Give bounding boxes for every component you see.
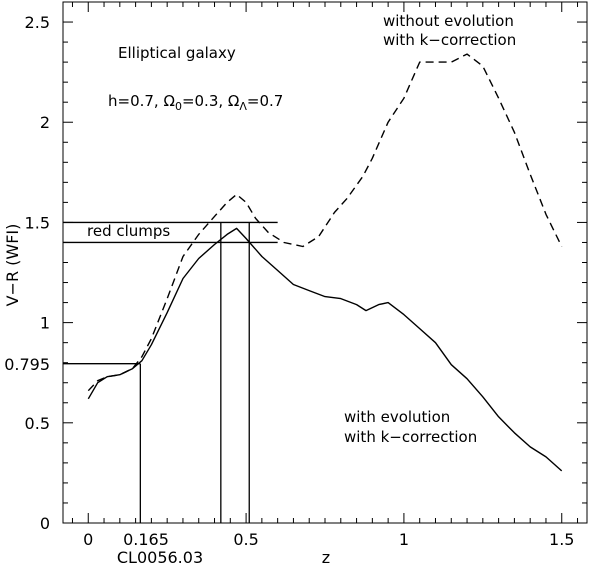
annotation-cosmology: h=0.7, Ω0=0.3, ΩΛ=0.7 xyxy=(108,92,283,113)
reference-lines xyxy=(63,221,278,523)
y-axis-title: V−R (WFI) xyxy=(3,224,22,307)
series-line-without-evolution xyxy=(87,53,563,392)
annotation-no-evo-line1: without evolution xyxy=(383,12,514,30)
y-tick-label: 0.5 xyxy=(25,414,50,433)
x-axis-title: z xyxy=(322,548,330,566)
x-tick-label-cluster: CL0056.03 xyxy=(117,548,203,566)
x-tick-label: 0.5 xyxy=(233,530,258,549)
annotation-red-clumps: red clumps xyxy=(87,222,170,240)
y-tick-label-0795: 0.795 xyxy=(4,355,50,374)
y-tick-label: 0 xyxy=(40,514,50,533)
axis-ticks: 0 0.5 1 1.5 0 0.5 1 1.5 2 2.5 xyxy=(25,2,587,549)
annotation-elliptical: Elliptical galaxy xyxy=(118,44,236,62)
plot-frame xyxy=(62,1,588,524)
y-tick-label: 1 xyxy=(40,314,50,333)
x-tick-label: 0 xyxy=(83,530,93,549)
series-layer xyxy=(87,53,563,472)
annotation-evo-line1: with evolution xyxy=(344,408,450,426)
annotation-evo-line2: with k−correction xyxy=(344,428,477,446)
series-line-with-evolution xyxy=(87,227,563,472)
x-tick-label: 1.5 xyxy=(549,530,574,549)
annotation-no-evo-line2: with k−correction xyxy=(383,31,516,49)
y-tick-label: 2.5 xyxy=(25,13,50,32)
y-tick-label: 1.5 xyxy=(25,213,50,232)
y-tick-label: 2 xyxy=(40,113,50,132)
x-tick-label: 1 xyxy=(399,530,409,549)
x-tick-label-0165: 0.165 xyxy=(123,530,169,549)
